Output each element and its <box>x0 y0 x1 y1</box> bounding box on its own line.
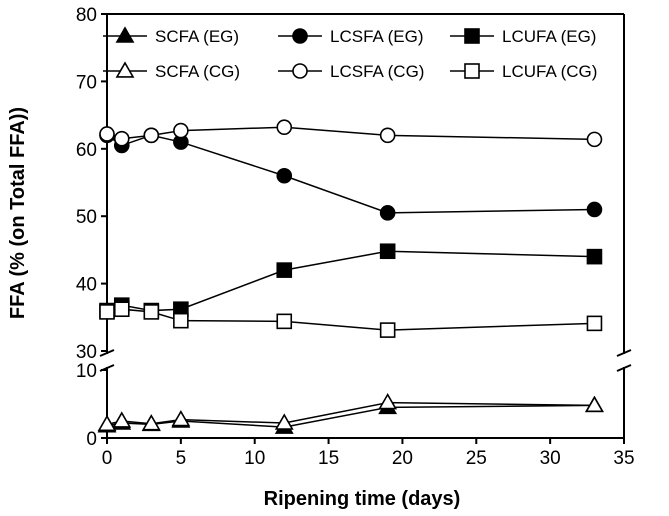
series-triangle-filled <box>97 395 604 434</box>
legend: SCFA (EG) LCSFA (EG) LCUFA (EG) SCFA (CG) LC… <box>103 26 597 81</box>
series-triangle-open <box>97 392 604 432</box>
legend-item: LCSFA (CG) <box>278 62 424 81</box>
series-circle-open <box>99 119 603 148</box>
legend-marker <box>464 28 480 44</box>
legend-label: LCUFA (CG) <box>502 62 597 81</box>
legend-label: LCSFA (CG) <box>330 62 424 81</box>
data-point <box>586 201 603 218</box>
data-point <box>141 414 161 431</box>
y-tick-label: 0 <box>86 429 97 450</box>
axis-break-mark <box>616 364 632 372</box>
legend-marker <box>292 63 308 79</box>
data-point <box>99 304 115 320</box>
data-point <box>379 205 396 221</box>
series-circle-filled <box>99 127 603 221</box>
data-point <box>378 392 398 410</box>
data-point <box>276 167 293 184</box>
data-point <box>97 414 117 432</box>
data-point <box>276 119 293 136</box>
data-point <box>586 131 603 148</box>
x-tick-label: 0 <box>102 448 113 469</box>
x-tick-label: 25 <box>466 448 487 469</box>
y-tick-label: 50 <box>76 207 97 228</box>
x-axis-ticks: 0 5 10 15 20 25 30 35 <box>102 438 635 469</box>
x-tick-label: 30 <box>540 448 561 469</box>
data-point <box>112 411 132 428</box>
data-point <box>143 304 160 320</box>
legend-label: SCFA (CG) <box>155 62 240 81</box>
y-tick-label: 80 <box>76 5 97 26</box>
x-tick-label: 5 <box>176 448 187 469</box>
y-tick-label: 60 <box>76 140 97 161</box>
legend-marker <box>115 26 135 43</box>
series-square-open <box>99 301 603 338</box>
legend-marker <box>464 63 480 79</box>
legend-item: LCSFA (EG) <box>278 27 424 46</box>
legend-label: LCUFA (EG) <box>502 27 596 46</box>
data-point <box>143 127 160 144</box>
x-tick-label: 15 <box>318 448 339 469</box>
data-point <box>276 262 293 278</box>
data-point <box>276 313 293 330</box>
legend-label: SCFA (EG) <box>155 27 239 46</box>
y-tick-label: 70 <box>76 72 97 93</box>
legend-marker <box>115 61 135 78</box>
legend-item: LCUFA (EG) <box>450 27 596 46</box>
y-tick-label: 10 <box>76 361 97 382</box>
data-point <box>113 301 130 318</box>
data-point <box>99 126 115 142</box>
x-axis-title: Ripening time (days) <box>264 488 461 510</box>
series-square-filled <box>99 243 603 319</box>
legend-item: SCFA (EG) <box>103 26 239 46</box>
series-layer <box>97 119 604 434</box>
legend-item: SCFA (CG) <box>103 61 240 81</box>
data-point <box>585 395 604 413</box>
data-point <box>113 130 130 147</box>
y-axis-title: FFA (% (on Total FFA)) <box>7 107 29 319</box>
data-point <box>173 122 189 139</box>
y-tick-label: 30 <box>76 342 97 363</box>
y-axis-ticks: 30 40 50 60 70 80 0 10 <box>76 5 107 450</box>
data-point <box>274 413 294 430</box>
x-tick-label: 10 <box>244 448 265 469</box>
data-point <box>173 312 189 329</box>
data-point <box>586 248 603 265</box>
legend-item: LCUFA (CG) <box>450 62 597 81</box>
x-tick-label: 20 <box>392 448 413 469</box>
legend-label: LCSFA (EG) <box>330 27 424 46</box>
axis-break-mark <box>616 349 632 357</box>
axis-break-mark <box>99 349 115 357</box>
data-point <box>379 243 396 260</box>
data-point <box>379 127 396 144</box>
data-point <box>379 322 396 338</box>
data-point <box>586 315 603 332</box>
x-tick-label: 35 <box>613 448 634 469</box>
legend-marker <box>292 28 308 44</box>
data-point <box>171 409 191 427</box>
y-tick-label: 40 <box>76 275 97 296</box>
